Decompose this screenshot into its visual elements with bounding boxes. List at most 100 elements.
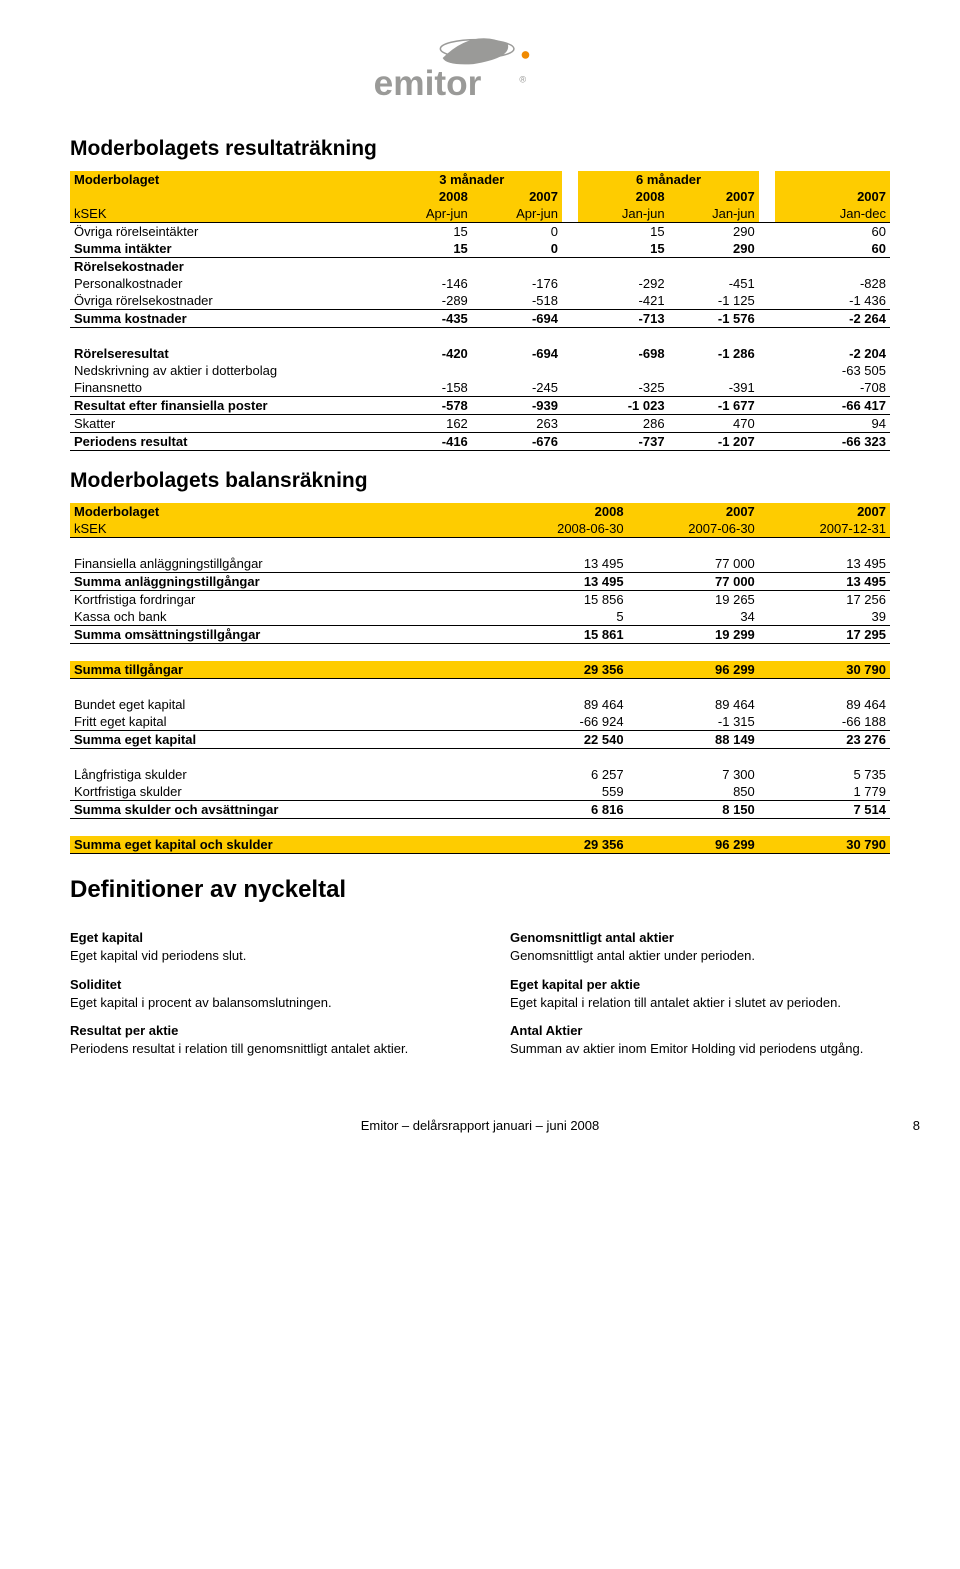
row-cell: 30 790 [759, 836, 890, 854]
row-cell [775, 258, 890, 276]
row-label: Kassa och bank [70, 608, 496, 626]
income-hdr2-c5: 2007 [775, 188, 890, 205]
row-label: Skatter [70, 415, 382, 433]
table-row: Summa kostnader-435-694-713-1 576-2 264 [70, 310, 890, 328]
emitor-logo-icon: emitor ® [320, 35, 550, 104]
table-row: Finansiella anläggningstillgångar13 4957… [70, 555, 890, 573]
row-cell: 77 000 [628, 555, 759, 573]
table-row: Kortfristiga skulder5598501 779 [70, 783, 890, 801]
table-row: Resultat efter finansiella poster-578-93… [70, 397, 890, 415]
row-cell: 13 495 [759, 573, 890, 591]
row-cell: -416 [382, 433, 472, 451]
row-cell: 39 [759, 608, 890, 626]
definition-desc: Genomsnittligt antal aktier under period… [510, 947, 890, 965]
row-label: Resultat efter finansiella poster [70, 397, 382, 415]
row-cell: -694 [472, 310, 562, 328]
row-cell: -694 [472, 345, 562, 362]
row-cell: -698 [578, 345, 668, 362]
balance-table: Moderbolaget 2008 2007 2007 kSEK 2008-06… [70, 503, 890, 854]
income-hdr3-c3: Jan-jun [578, 205, 668, 223]
row-cell: 13 495 [759, 555, 890, 573]
row-cell: -1 207 [669, 433, 759, 451]
row-label: Summa tillgångar [70, 661, 496, 679]
income-heading: Moderbolagets resultaträkning [70, 137, 890, 161]
row-cell: 89 464 [628, 696, 759, 713]
table-row: Bundet eget kapital89 46489 46489 464 [70, 696, 890, 713]
row-cell: -66 924 [496, 713, 627, 731]
row-cell: 17 295 [759, 626, 890, 644]
definitions-grid: Eget kapitalEget kapital vid periodens s… [70, 918, 890, 1058]
balance-hdr1-c1: 2008 [496, 503, 627, 520]
row-label: Summa eget kapital och skulder [70, 836, 496, 854]
row-cell: 6 257 [496, 766, 627, 783]
income-hdr2-label [70, 188, 382, 205]
row-cell [472, 258, 562, 276]
table-row: Nedskrivning av aktier i dotterbolag-63 … [70, 362, 890, 379]
row-label: Summa omsättningstillgångar [70, 626, 496, 644]
row-cell: -292 [578, 275, 668, 292]
table-row [70, 328, 890, 346]
row-cell: 17 256 [759, 591, 890, 609]
table-row: Rörelseresultat-420-694-698-1 286-2 204 [70, 345, 890, 362]
row-cell: 15 [578, 240, 668, 258]
row-cell: -1 125 [669, 292, 759, 310]
row-cell: 29 356 [496, 661, 627, 679]
table-row: Långfristiga skulder6 2577 3005 735 [70, 766, 890, 783]
income-hdr3-c1: Apr-jun [382, 205, 472, 223]
balance-hdr2-c2: 2007-06-30 [628, 520, 759, 538]
row-cell: -1 436 [775, 292, 890, 310]
row-cell: -518 [472, 292, 562, 310]
row-cell: 60 [775, 240, 890, 258]
income-hdr3-label: kSEK [70, 205, 382, 223]
definition-term: Eget kapital per aktie [510, 977, 890, 992]
table-row [70, 679, 890, 697]
row-cell: -828 [775, 275, 890, 292]
table-row: Periodens resultat-416-676-737-1 207-66 … [70, 433, 890, 451]
row-cell [382, 258, 472, 276]
table-row: Summa omsättningstillgångar15 86119 2991… [70, 626, 890, 644]
row-cell: 1 779 [759, 783, 890, 801]
row-cell: 60 [775, 223, 890, 241]
row-cell: 5 [496, 608, 627, 626]
row-cell: 15 [382, 223, 472, 241]
row-cell: -676 [472, 433, 562, 451]
row-cell: 15 861 [496, 626, 627, 644]
table-row: Summa anläggningstillgångar13 49577 0001… [70, 573, 890, 591]
income-hdr3-c2: Apr-jun [472, 205, 562, 223]
row-label: Övriga rörelsekostnader [70, 292, 382, 310]
row-cell [382, 362, 472, 379]
table-row: Summa eget kapital22 54088 14923 276 [70, 731, 890, 749]
row-cell: -1 576 [669, 310, 759, 328]
definitions-heading: Definitioner av nyckeltal [70, 876, 890, 904]
table-row: Personalkostnader-146-176-292-451-828 [70, 275, 890, 292]
row-cell: -66 188 [759, 713, 890, 731]
row-cell: 5 735 [759, 766, 890, 783]
row-label: Finansnetto [70, 379, 382, 397]
table-row [70, 538, 890, 556]
row-cell: 0 [472, 223, 562, 241]
row-cell: 88 149 [628, 731, 759, 749]
row-cell: -66 323 [775, 433, 890, 451]
definition-desc: Eget kapital vid periodens slut. [70, 947, 450, 965]
row-cell: -1 023 [578, 397, 668, 415]
balance-heading: Moderbolagets balansräkning [70, 469, 890, 493]
table-row [70, 819, 890, 837]
svg-text:emitor: emitor [374, 64, 482, 103]
row-cell: -1 315 [628, 713, 759, 731]
definition-term: Resultat per aktie [70, 1023, 450, 1038]
row-label: Kortfristiga skulder [70, 783, 496, 801]
balance-hdr2-c1: 2008-06-30 [496, 520, 627, 538]
row-cell: 286 [578, 415, 668, 433]
row-label: Rörelsekostnader [70, 258, 382, 276]
table-row: Rörelsekostnader [70, 258, 890, 276]
row-cell [669, 258, 759, 276]
row-label: Bundet eget kapital [70, 696, 496, 713]
row-cell: 290 [669, 240, 759, 258]
row-cell: 89 464 [496, 696, 627, 713]
row-cell: -245 [472, 379, 562, 397]
row-label: Summa kostnader [70, 310, 382, 328]
row-label: Övriga rörelseintäkter [70, 223, 382, 241]
row-cell: 0 [472, 240, 562, 258]
row-cell: -391 [669, 379, 759, 397]
row-cell: 162 [382, 415, 472, 433]
